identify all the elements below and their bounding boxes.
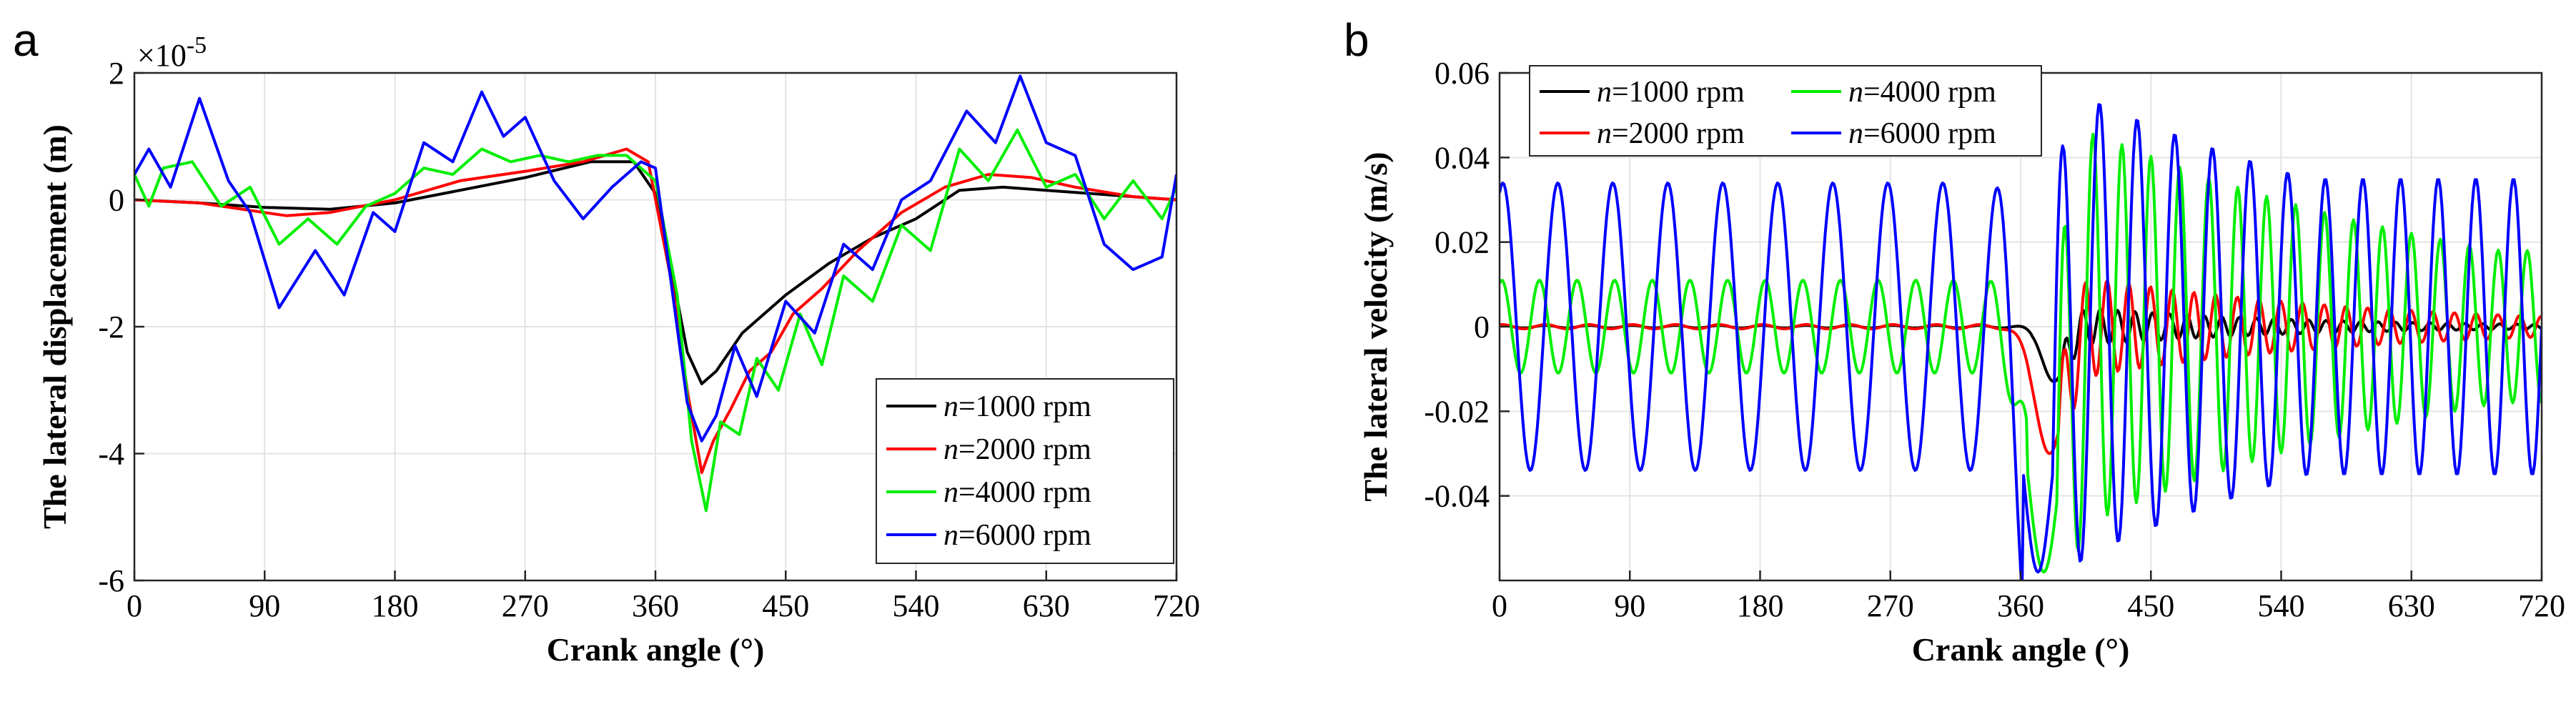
axis-exponent: ×10-5 — [137, 32, 207, 73]
x-tick-label: 0 — [1492, 588, 1507, 623]
legend-box — [876, 378, 1174, 564]
legend: n=1000 rpm n=2000 rpm n=4000 rpm n=6000 rpm — [876, 378, 1174, 564]
series-line-2 — [1500, 279, 2542, 455]
x-tick-label: 450 — [762, 588, 809, 623]
x-tick-label: 540 — [893, 588, 940, 623]
legend-item-1: n=1000 rpm — [886, 390, 1091, 423]
x-axis-title: Crank angle (°) — [1912, 631, 2130, 668]
legend: n=1000 rpm n=2000 rpm n=4000 rpm n=6000 rpm — [1529, 65, 2042, 157]
chart-panel-b: b 0 90 180 270 360 450 540 630 720 -0.04 -0.02 0 0.02… — [1344, 14, 2565, 668]
x-tick-label: 270 — [1867, 588, 1914, 623]
legend-label: n=2000 rpm — [943, 433, 1091, 466]
legend-item-4: n=6000 rpm — [1791, 117, 1996, 150]
y-tick-label: -0.02 — [1424, 394, 1490, 429]
legend-item-3: n=4000 rpm — [1791, 76, 1996, 109]
legend-item-1: n=1000 rpm — [1540, 76, 1745, 109]
x-tick-label: 90 — [1614, 588, 1645, 623]
chart-panel-a: a 0 90 180 270 360 450 540 630 720 -6 -4 -2 0 2 ×10-5 Cr… — [13, 14, 1200, 668]
y-tick-label: 2 — [109, 56, 124, 91]
y-tick-label: 0.06 — [1435, 56, 1490, 91]
x-tick-label: 0 — [127, 588, 142, 623]
x-tick-label: 630 — [1023, 588, 1070, 623]
y-axis-title: The lateral displacement (m) — [36, 124, 73, 529]
panel-label: b — [1344, 14, 1369, 66]
legend-item-2: n=2000 rpm — [1540, 117, 1745, 150]
panel-label: a — [13, 14, 39, 66]
series-line-4 — [1500, 103, 2542, 580]
y-tick-label: -4 — [98, 437, 124, 472]
x-tick-label: 180 — [1737, 588, 1784, 623]
x-tick-label: 540 — [2258, 588, 2305, 623]
legend-item-4: n=6000 rpm — [886, 519, 1091, 552]
legend-label: n=1000 rpm — [943, 390, 1091, 423]
y-tick-label: 0 — [1474, 310, 1490, 345]
y-tick-label: -0.04 — [1424, 479, 1490, 514]
legend-item-3: n=4000 rpm — [886, 476, 1091, 509]
x-tick-label: 360 — [1997, 588, 2044, 623]
y-tick-label: 0.04 — [1435, 140, 1490, 175]
x-tick-label: 450 — [2127, 588, 2174, 623]
legend-label: n=4000 rpm — [1848, 76, 1996, 109]
y-axis-title: The lateral velocity (m/s) — [1357, 152, 1394, 501]
legend-label: n=4000 rpm — [943, 476, 1091, 509]
series-line-2 — [134, 147, 1176, 475]
series-line-3 — [134, 128, 1176, 513]
legend-box — [1529, 65, 2042, 157]
y-tick-label: 0.02 — [1435, 225, 1490, 260]
series-line-4 — [134, 74, 1176, 443]
x-tick-label: 720 — [1153, 588, 1200, 623]
y-tick-label: -2 — [98, 310, 124, 345]
x-tick-label: 630 — [2388, 588, 2435, 623]
legend-label: n=1000 rpm — [1597, 76, 1745, 109]
y-tick-label: -6 — [98, 563, 124, 598]
legend-label: n=6000 rpm — [1848, 117, 1996, 150]
legend-item-2: n=2000 rpm — [886, 433, 1091, 466]
legend-label: n=6000 rpm — [943, 519, 1091, 552]
x-tick-label: 180 — [372, 588, 419, 623]
series-line-3 — [1500, 132, 2542, 574]
x-tick-label: 270 — [502, 588, 549, 623]
x-tick-label: 720 — [2518, 588, 2565, 623]
series-line-1 — [134, 160, 1176, 385]
x-tick-label: 360 — [632, 588, 679, 623]
legend-label: n=2000 rpm — [1597, 117, 1745, 150]
x-axis-title: Crank angle (°) — [547, 631, 765, 668]
y-tick-label: 0 — [109, 183, 124, 218]
x-tick-label: 90 — [249, 588, 280, 623]
